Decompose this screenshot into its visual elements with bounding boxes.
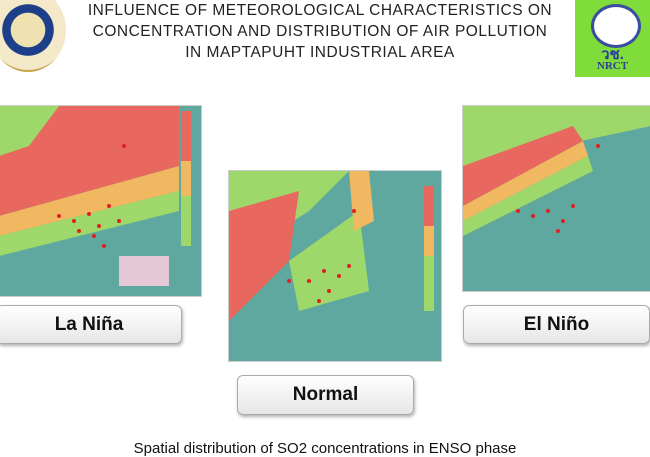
normal-map (228, 170, 442, 362)
el-nino-map (462, 105, 650, 292)
la-nina-map (0, 105, 202, 297)
nrct-emblem-icon (591, 4, 641, 48)
page-title: INFLUENCE OF METEOROLOGICAL CHARACTERIST… (70, 0, 570, 63)
title-line-1: INFLUENCE OF METEOROLOGICAL CHARACTERIST… (87, 2, 553, 19)
title-line-3: IN MAPTAPUHT INDUSTRIAL AREA (185, 44, 455, 61)
la-nina-label-button[interactable]: La Niña (0, 305, 182, 344)
title-line-2: CONCENTRATION AND DISTRIBUTION OF AIR PO… (92, 23, 548, 40)
nrct-logo-thai: วช. (601, 46, 624, 63)
el-nino-label-button[interactable]: El Niño (463, 305, 650, 344)
university-logo (0, 0, 66, 72)
normal-label-button[interactable]: Normal (237, 375, 414, 415)
nrct-logo-text: NRCT (596, 60, 629, 72)
nrct-logo: วช. NRCT (575, 0, 650, 77)
slide-caption: Spatial distribution of SO2 concentratio… (133, 440, 517, 457)
